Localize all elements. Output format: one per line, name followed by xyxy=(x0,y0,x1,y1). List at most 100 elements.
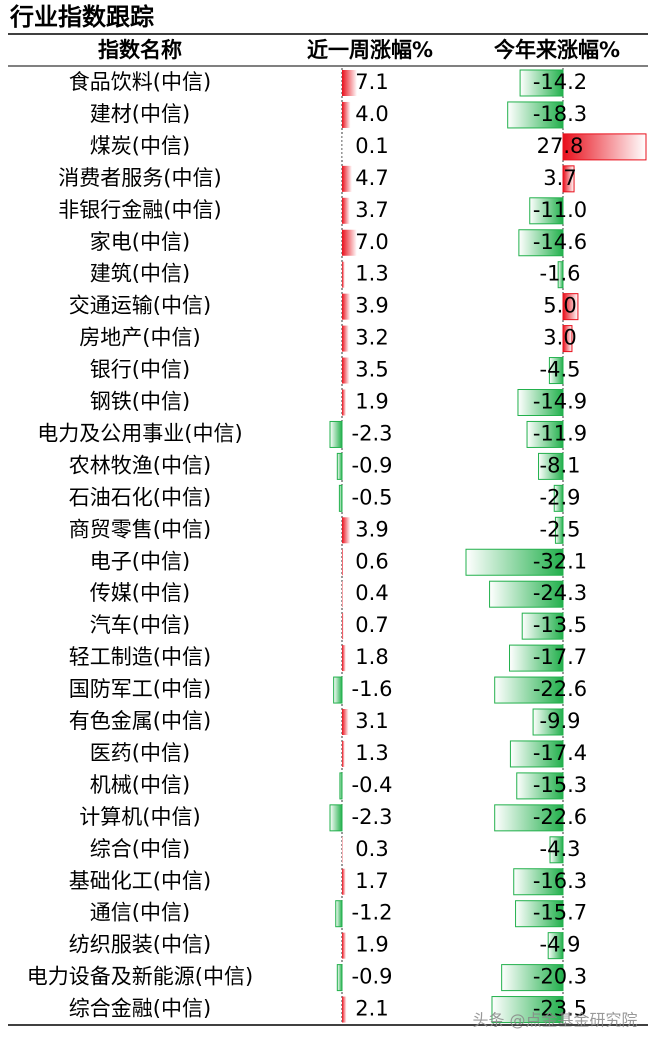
data-bar xyxy=(342,70,357,96)
data-bar xyxy=(333,676,343,704)
change-value: 7.1 xyxy=(355,70,388,94)
data-bar xyxy=(557,261,564,289)
data-bar xyxy=(465,548,564,576)
data-bar xyxy=(548,357,564,385)
change-value: 3.2 xyxy=(355,326,388,350)
change-value: -4.5 xyxy=(540,358,581,382)
change-value: -14.2 xyxy=(533,70,587,94)
change-value: 0.7 xyxy=(355,613,388,637)
index-name: 房地产(中信) xyxy=(79,326,200,350)
change-value: 4.0 xyxy=(355,102,388,126)
change-value: -11.0 xyxy=(533,198,587,222)
data-bar xyxy=(515,900,564,928)
data-bar xyxy=(554,516,564,544)
index-name: 医药(中信) xyxy=(90,741,190,765)
index-name: 电力设备及新能源(中信) xyxy=(27,965,253,989)
index-name: 机械(中信) xyxy=(90,773,190,797)
change-value: -24.3 xyxy=(533,581,587,605)
data-bar xyxy=(335,900,343,928)
data-bar xyxy=(342,932,347,959)
data-bar xyxy=(342,549,344,576)
change-value: -14.9 xyxy=(533,390,587,414)
data-bar xyxy=(489,580,564,608)
change-value: -13.5 xyxy=(533,613,587,637)
data-bar xyxy=(494,676,564,704)
change-value: 3.5 xyxy=(355,358,388,382)
data-bar xyxy=(547,932,564,960)
data-bar xyxy=(342,517,351,544)
header: 近一周涨幅% xyxy=(307,38,433,62)
index-name: 电力及公用事业(中信) xyxy=(37,421,242,445)
index-name: 建材(中信) xyxy=(90,102,190,126)
data-bar xyxy=(342,709,349,735)
index-name: 银行(中信) xyxy=(90,358,190,382)
change-value: -22.6 xyxy=(533,677,587,701)
change-value: 3.1 xyxy=(355,709,388,733)
change-value: 3.7 xyxy=(543,166,576,190)
index-name: 消费者服务(中信) xyxy=(58,166,221,190)
data-bar xyxy=(342,165,352,192)
data-bar xyxy=(516,772,564,800)
data-bar xyxy=(494,804,564,832)
data-bar xyxy=(342,325,349,352)
change-value: -0.9 xyxy=(352,965,393,989)
change-value: 27.8 xyxy=(537,134,584,158)
index-name: 农林牧渔(中信) xyxy=(69,453,211,477)
change-value: -1.2 xyxy=(352,901,393,925)
change-value: 1.7 xyxy=(355,869,388,893)
change-value: 3.7 xyxy=(355,198,388,222)
index-name: 非银行金融(中信) xyxy=(58,198,221,222)
data-bar xyxy=(526,420,564,448)
change-value: -17.7 xyxy=(533,645,587,669)
data-bar xyxy=(342,101,351,128)
change-value: 4.7 xyxy=(355,166,388,190)
data-bar xyxy=(517,389,564,416)
data-bar xyxy=(538,452,564,480)
change-value: 0.1 xyxy=(355,134,388,158)
change-value: -32.1 xyxy=(533,549,587,573)
data-bar xyxy=(336,964,343,992)
change-value: -22.6 xyxy=(533,805,587,829)
data-bar xyxy=(342,613,344,640)
change-value: -0.5 xyxy=(352,485,393,509)
data-bar xyxy=(521,612,564,640)
data-bar xyxy=(338,484,343,512)
index-name: 煤炭(中信) xyxy=(90,134,190,158)
data-bar xyxy=(329,804,343,832)
change-value: -1.6 xyxy=(540,262,581,286)
data-bar xyxy=(519,69,564,97)
change-value: -2.9 xyxy=(540,485,581,509)
data-bar xyxy=(336,452,343,480)
change-value: 0.3 xyxy=(355,837,388,861)
data-bar xyxy=(501,964,564,992)
data-bar xyxy=(342,836,343,863)
index-name: 家电(中信) xyxy=(90,230,190,254)
data-bar xyxy=(329,420,343,448)
data-bar xyxy=(509,740,564,768)
index-name: 石油石化(中信) xyxy=(69,485,211,509)
change-value: 5.0 xyxy=(543,294,576,318)
index-name: 传媒(中信) xyxy=(90,581,190,605)
change-value: -1.6 xyxy=(352,677,393,701)
data-bar xyxy=(342,740,345,767)
data-bar xyxy=(562,293,579,321)
change-value: 2.1 xyxy=(355,997,388,1021)
change-value: -0.4 xyxy=(352,773,393,797)
change-value: -2.3 xyxy=(352,805,393,829)
data-bar xyxy=(342,581,343,608)
change-value: -2.3 xyxy=(352,421,393,445)
data-bar xyxy=(491,996,564,1024)
change-value: 1.8 xyxy=(355,645,388,669)
data-bar xyxy=(553,484,564,512)
data-bar xyxy=(342,261,345,288)
index-name: 电子(中信) xyxy=(90,549,190,573)
data-bar xyxy=(532,708,564,736)
change-value: 3.9 xyxy=(355,294,388,318)
data-bar xyxy=(518,229,564,257)
change-value: -14.6 xyxy=(533,230,587,254)
index-name: 商贸零售(中信) xyxy=(69,517,211,541)
index-name: 建筑(中信) xyxy=(90,262,190,286)
data-bar xyxy=(342,389,347,416)
change-value: 0.4 xyxy=(355,581,388,605)
